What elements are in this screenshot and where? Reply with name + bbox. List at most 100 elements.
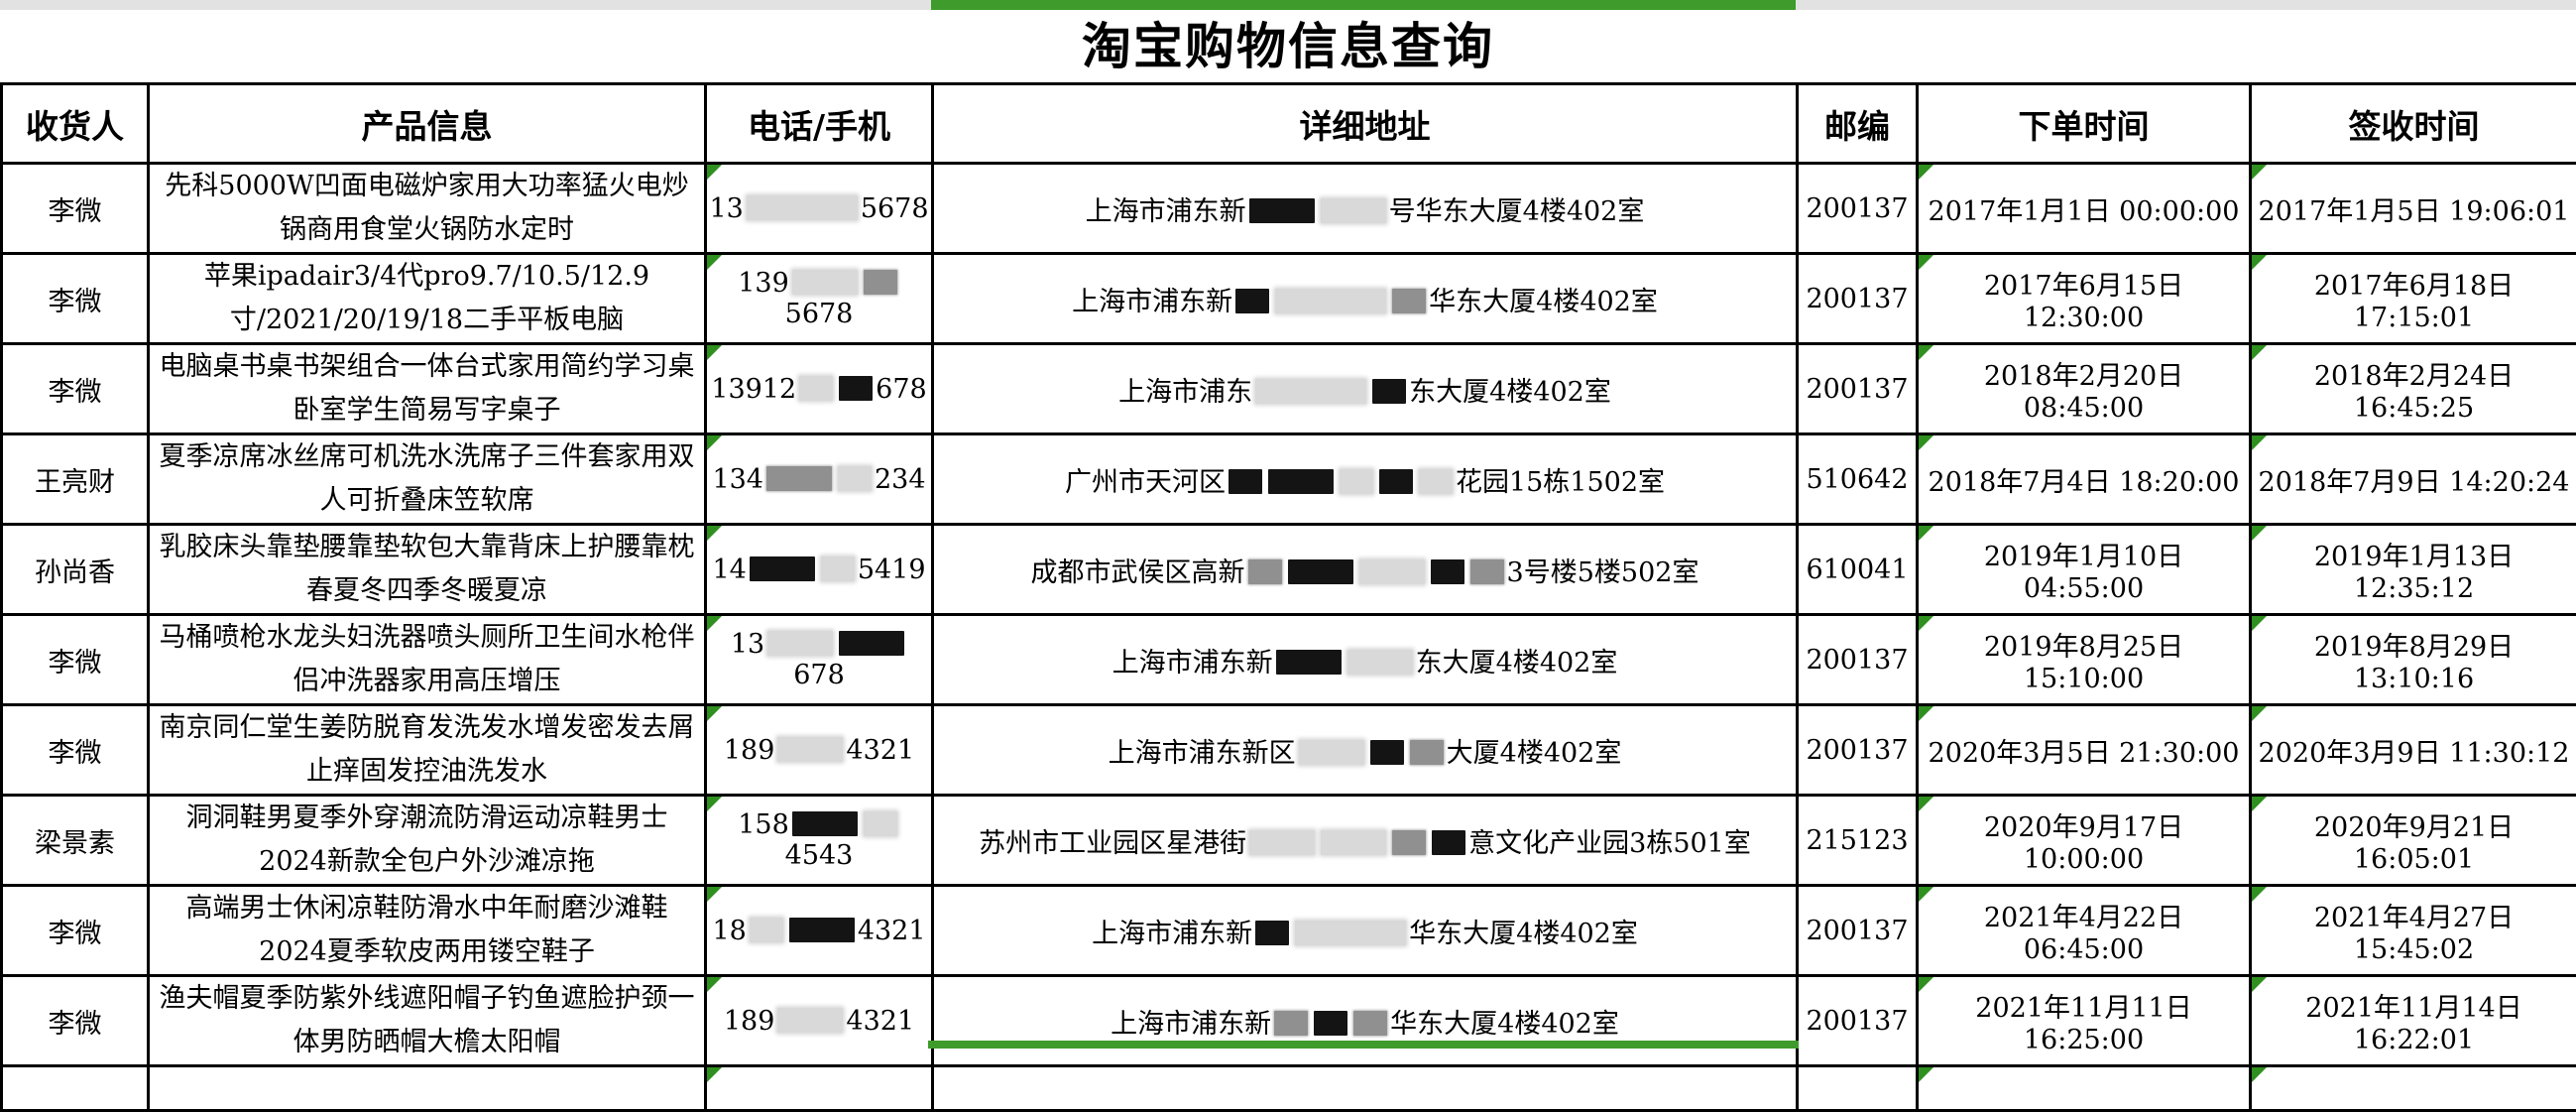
cell-product[interactable]: 乳胶床头靠垫腰靠垫软包大靠背床上护腰靠枕春夏冬四季冬暖夏凉: [149, 525, 706, 615]
cell-order-time[interactable]: 2019年1月10日 04:55:00: [1918, 525, 2251, 615]
cell-zip[interactable]: 200137: [1798, 164, 1918, 254]
cell-product[interactable]: 洞洞鞋男夏季外穿潮流防滑运动凉鞋男士2024新款全包户外沙滩凉拖: [149, 796, 706, 886]
cell-sign-time[interactable]: 2021年11月14日 16:22:01: [2251, 976, 2576, 1066]
cell-order-time[interactable]: 2021年11月11日 16:25:00: [1918, 976, 2251, 1066]
cell-order-time[interactable]: 2019年8月25日 15:10:00: [1918, 615, 2251, 705]
cell-address[interactable]: 上海市浦东东大厦4楼402室: [933, 344, 1798, 434]
column-header[interactable]: 详细地址: [933, 84, 1798, 164]
redaction-box: [777, 1008, 843, 1033]
cell-zip[interactable]: 200137: [1798, 615, 1918, 705]
cell-product[interactable]: 夏季凉席冰丝席可机洗水洗席子三件套家用双人可折叠床笠软席: [149, 434, 706, 525]
cell-product[interactable]: 南京同仁堂生姜防脱育发洗发水增发密发去屑止痒固发控油洗发水: [149, 705, 706, 796]
cell-address[interactable]: 上海市浦东新区大厦4楼402室: [933, 705, 1798, 796]
redaction-box: [1249, 198, 1315, 223]
cell-recipient[interactable]: 李微: [2, 705, 149, 796]
redaction-box: [766, 466, 832, 491]
cell-sign-time[interactable]: 2018年7月9日 14:20:24: [2251, 434, 2576, 525]
cell-zip[interactable]: 200137: [1798, 886, 1918, 976]
cell-order-time[interactable]: 2017年1月1日 00:00:00: [1918, 164, 2251, 254]
redaction-box: [1347, 650, 1413, 675]
cell-product[interactable]: 马桶喷枪水龙头妇洗器喷头厕所卫生间水枪伴侣冲洗器家用高压增压: [149, 615, 706, 705]
cell-address[interactable]: 上海市浦东新东大厦4楼402室: [933, 615, 1798, 705]
cell-sign-time[interactable]: 2020年9月21日 16:05:01: [2251, 796, 2576, 886]
cell-order-time[interactable]: [1918, 1066, 2251, 1111]
cell-phone[interactable]: 13678: [706, 615, 933, 705]
cell-address[interactable]: [933, 1066, 1798, 1111]
column-header[interactable]: 邮编: [1798, 84, 1918, 164]
cell-recipient[interactable]: 李微: [2, 164, 149, 254]
text-number-error-triangle-icon: [2252, 797, 2267, 811]
cell-zip[interactable]: 200137: [1798, 344, 1918, 434]
cell-address[interactable]: 上海市浦东新华东大厦4楼402室: [933, 976, 1798, 1066]
cell-recipient[interactable]: 李微: [2, 254, 149, 344]
column-header[interactable]: 下单时间: [1918, 84, 2251, 164]
cell-recipient[interactable]: 李微: [2, 886, 149, 976]
cell-zip[interactable]: 610041: [1798, 525, 1918, 615]
redaction-box: [1392, 830, 1426, 855]
redaction-box: [1470, 559, 1504, 584]
cell-phone[interactable]: [706, 1066, 933, 1111]
cell-sign-time[interactable]: 2019年1月13日 12:35:12: [2251, 525, 2576, 615]
cell-product[interactable]: [149, 1066, 706, 1111]
cell-order-time[interactable]: 2018年2月20日 08:45:00: [1918, 344, 2251, 434]
column-header[interactable]: 收货人: [2, 84, 149, 164]
cell-zip[interactable]: 200137: [1798, 254, 1918, 344]
cell-zip[interactable]: 200137: [1798, 976, 1918, 1066]
cell-sign-time[interactable]: 2021年4月27日 15:45:02: [2251, 886, 2576, 976]
cell-recipient[interactable]: 李微: [2, 976, 149, 1066]
cell-sign-time[interactable]: 2017年6月18日 17:15:01: [2251, 254, 2576, 344]
text-number-error-triangle-icon: [2252, 255, 2267, 270]
cell-order-time[interactable]: 2020年3月5日 21:30:00: [1918, 705, 2251, 796]
column-header[interactable]: 电话/手机: [706, 84, 933, 164]
cell-product[interactable]: 高端男士休闲凉鞋防滑水中年耐磨沙滩鞋2024夏季软皮两用镂空鞋子: [149, 886, 706, 976]
cell-sign-time[interactable]: 2017年1月5日 19:06:01: [2251, 164, 2576, 254]
cell-recipient[interactable]: 李微: [2, 344, 149, 434]
cell-product[interactable]: 先科5000W凹面电磁炉家用大功率猛火电炒锅商用食堂火锅防水定时: [149, 164, 706, 254]
cell-sign-time[interactable]: [2251, 1066, 2576, 1111]
cell-recipient[interactable]: 梁景素: [2, 796, 149, 886]
cell-order-time[interactable]: 2017年6月15日 12:30:00: [1918, 254, 2251, 344]
cell-recipient[interactable]: 孙尚香: [2, 525, 149, 615]
redaction-box: [1299, 740, 1364, 765]
cell-zip[interactable]: 510642: [1798, 434, 1918, 525]
text-number-error-triangle-icon: [707, 616, 722, 631]
partial-table-row: [2, 1066, 2576, 1111]
cell-zip[interactable]: [1798, 1066, 1918, 1111]
column-header[interactable]: 产品信息: [149, 84, 706, 164]
cell-product[interactable]: 电脑桌书桌书架组合一体台式家用简约学习桌卧室学生简易写字桌子: [149, 344, 706, 434]
cell-order-time[interactable]: 2018年7月4日 18:20:00: [1918, 434, 2251, 525]
cell-zip[interactable]: 200137: [1798, 705, 1918, 796]
cell-product[interactable]: 苹果ipadair3/4代pro9.7/10.5/12.9寸/2021/20/1…: [149, 254, 706, 344]
cell-address[interactable]: 上海市浦东新华东大厦4楼402室: [933, 254, 1798, 344]
cell-order-time[interactable]: 2020年9月17日 10:00:00: [1918, 796, 2251, 886]
cell-recipient[interactable]: [2, 1066, 149, 1111]
text-number-error-triangle-icon: [1919, 887, 1933, 902]
cell-address[interactable]: 上海市浦东新华东大厦4楼402室: [933, 886, 1798, 976]
cell-zip[interactable]: 215123: [1798, 796, 1918, 886]
text-number-error-triangle-icon: [707, 526, 722, 541]
cell-address[interactable]: 广州市天河区花园15栋1502室: [933, 434, 1798, 525]
cell-address[interactable]: 上海市浦东新号华东大厦4楼402室: [933, 164, 1798, 254]
spreadsheet-top-strip: [0, 0, 2576, 10]
cell-phone[interactable]: 1584543: [706, 796, 933, 886]
cell-recipient[interactable]: 李微: [2, 615, 149, 705]
cell-sign-time[interactable]: 2018年2月24日 16:45:25: [2251, 344, 2576, 434]
cell-product[interactable]: 渔夫帽夏季防紫外线遮阳帽子钓鱼遮脸护颈一体男防晒帽大檐太阳帽: [149, 976, 706, 1066]
cell-recipient[interactable]: 王亮财: [2, 434, 149, 525]
cell-address[interactable]: 苏州市工业园区星港街意文化产业园3栋501室: [933, 796, 1798, 886]
cell-sign-time[interactable]: 2019年8月29日 13:10:16: [2251, 615, 2576, 705]
redaction-box: [1276, 650, 1342, 675]
cell-phone[interactable]: 1395678: [706, 254, 933, 344]
cell-order-time[interactable]: 2021年4月22日 06:45:00: [1918, 886, 2251, 976]
redaction-box: [1229, 469, 1262, 494]
cell-sign-time[interactable]: 2020年3月9日 11:30:12: [2251, 705, 2576, 796]
column-header[interactable]: 签收时间: [2251, 84, 2576, 164]
